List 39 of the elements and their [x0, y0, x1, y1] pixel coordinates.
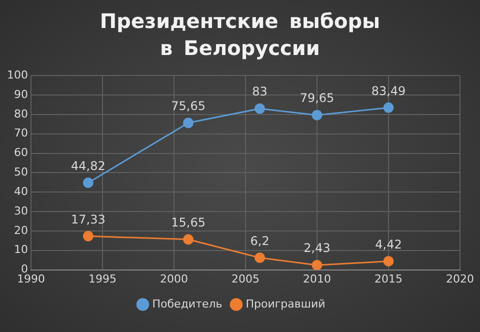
data-label: 75,65	[171, 99, 206, 114]
data-label: 2,43	[304, 241, 330, 256]
y-tick-label: 40	[14, 184, 28, 198]
point	[82, 230, 94, 242]
y-tick-label: 90	[14, 88, 28, 101]
x-tick-label: 2010	[303, 272, 331, 286]
x-tick-label: 2005	[232, 272, 260, 286]
x-tick-label: 1995	[88, 272, 116, 286]
point	[82, 178, 94, 188]
point	[312, 260, 322, 270]
point	[312, 110, 322, 120]
data-label: 44,82	[71, 158, 106, 173]
data-label: 6,2	[250, 234, 270, 248]
data-label: 17,33	[71, 212, 106, 226]
y-tick-label: 70	[14, 126, 28, 140]
y-tick-label: 10	[14, 243, 28, 256]
y-tick-label: 20	[14, 224, 28, 237]
point	[254, 103, 266, 114]
point	[383, 256, 394, 266]
y-tick-label: 50	[14, 166, 28, 179]
data-label: 4,42	[375, 237, 402, 252]
point	[383, 102, 394, 113]
data-label: 15,65	[171, 216, 206, 230]
x-tick-label: 2015	[374, 272, 402, 286]
chart-title: Президентские выборы в Белоруссии	[98, 8, 382, 62]
y-tick-label: 30	[14, 204, 28, 218]
point	[254, 252, 266, 264]
y-tick-label: 60	[14, 146, 28, 160]
point	[183, 118, 194, 128]
data-label: 83	[252, 84, 268, 99]
y-tick-label: 80	[14, 107, 28, 120]
x-tick-label: 2020	[446, 272, 474, 286]
point	[183, 234, 194, 245]
legend-label: Победитель	[152, 297, 222, 310]
legend-label: Проигравший	[246, 297, 326, 310]
x-tick-label: 2000	[160, 272, 188, 286]
y-tick-label: 100	[6, 68, 28, 82]
data-label: 83,49	[371, 84, 406, 98]
data-label: 79,65	[300, 91, 334, 106]
